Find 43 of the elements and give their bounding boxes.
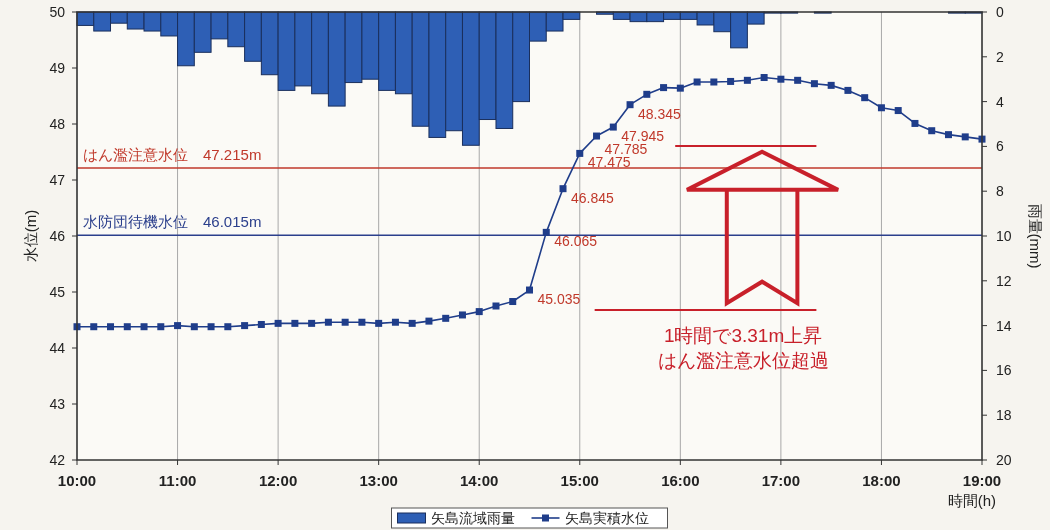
y-axis-title: 水位(m) xyxy=(22,209,39,263)
y-tick-label: 48 xyxy=(49,116,66,132)
x-tick-label: 16:00 xyxy=(661,472,700,489)
x-tick-label: 10:00 xyxy=(57,472,97,489)
ref-line-label: はん濫注意水位 47.215m xyxy=(83,145,262,163)
y-tick-label: 45 xyxy=(49,284,66,300)
x-tick-label: 13:00 xyxy=(359,472,398,489)
x-axis-title: 時間(h) xyxy=(947,492,996,509)
y-tick-label: 49 xyxy=(49,60,66,76)
y-tick-label: 47 xyxy=(49,172,66,188)
x-tick-label: 11:00 xyxy=(158,472,197,489)
legend-label: 矢島実積水位 xyxy=(564,510,649,526)
data-label: 45.035 xyxy=(537,291,581,308)
x-tick-label: 15:00 xyxy=(560,472,599,489)
data-label: 48.345 xyxy=(638,105,682,122)
data-label: 46.065 xyxy=(554,233,598,250)
data-label: 46.845 xyxy=(571,189,615,206)
y-tick-label: 42 xyxy=(49,452,66,468)
x-tick-label: 17:00 xyxy=(761,472,801,489)
ref-line-label: 水防団待機水位 46.015m xyxy=(83,213,262,231)
annotation: はん濫注意水位超過 xyxy=(657,350,829,372)
y2-tick-label: 16 xyxy=(996,362,1012,379)
y2-tick-label: 4 xyxy=(996,93,1004,110)
x-tick-label: 12:00 xyxy=(258,472,298,489)
y-tick-label: 43 xyxy=(49,396,66,412)
legend-label: 矢島流域雨量 xyxy=(430,510,515,526)
y2-tick-label: 2 xyxy=(996,48,1004,65)
y2-tick-label: 8 xyxy=(996,183,1004,200)
y2-tick-label: 12 xyxy=(996,272,1012,289)
y2-tick-label: 14 xyxy=(996,317,1012,334)
y2-tick-label: 18 xyxy=(996,407,1012,424)
x-tick-label: 14:00 xyxy=(460,472,499,489)
annotation: 1時間で3.31m上昇 xyxy=(663,325,823,347)
y2-tick-label: 10 xyxy=(996,228,1012,244)
y2-tick-label: 20 xyxy=(996,452,1012,468)
x-tick-label: 19:00 xyxy=(962,472,1002,489)
y-tick-label: 50 xyxy=(49,4,66,20)
y2-tick-label: 6 xyxy=(996,138,1004,155)
y-tick-label: 46 xyxy=(49,228,66,244)
y2-tick-label: 0 xyxy=(996,4,1004,20)
x-tick-label: 18:00 xyxy=(862,472,901,489)
y2-axis-title: 雨量(mm) xyxy=(1027,203,1044,269)
y-tick-label: 44 xyxy=(49,340,66,356)
